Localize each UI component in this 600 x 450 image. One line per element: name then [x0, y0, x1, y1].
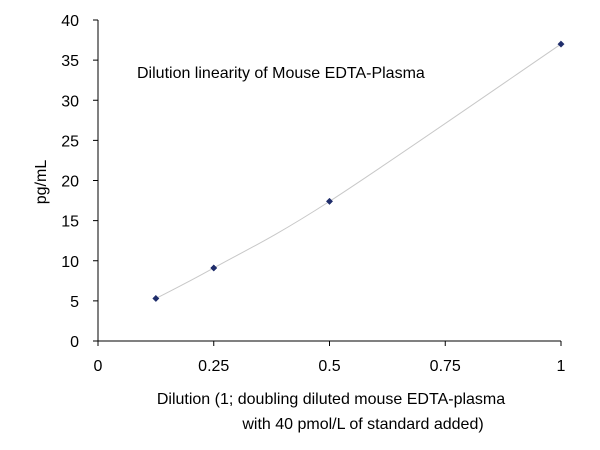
y-tick-label: 25 [61, 133, 79, 150]
x-tick-label: 0.75 [430, 358, 461, 375]
x-axis-title-line2: with 40 pmol/L of standard added) [241, 416, 483, 433]
y-tick-label: 30 [61, 93, 79, 110]
y-tick-label: 35 [61, 53, 79, 70]
x-tick-label: 0 [94, 358, 103, 375]
ticks-layer: 0 5 10 15 20 25 30 35 40 0 0.25 0.5 0.75 1 [61, 13, 565, 375]
data-point [152, 294, 160, 303]
data-point [557, 40, 565, 48]
series-layer [152, 40, 565, 303]
data-point [210, 264, 218, 272]
x-axis-title-line1: Dilution (1; doubling diluted mouse EDTA… [157, 391, 505, 408]
x-tick-label: 1 [557, 358, 566, 375]
y-axis-title: pg/mL [33, 160, 50, 205]
chart-title: Dilution linearity of Mouse EDTA-Plasma [137, 65, 425, 82]
data-point [325, 197, 334, 205]
y-tick-label: 10 [61, 254, 79, 271]
y-tick-label: 15 [61, 214, 79, 231]
y-tick-label: 0 [70, 334, 79, 351]
x-tick-label: 0.5 [318, 358, 340, 375]
x-tick-label: 0.25 [198, 358, 229, 375]
series-line [155, 43, 562, 299]
y-tick-label: 5 [70, 294, 79, 311]
y-tick-label: 20 [61, 174, 79, 191]
y-tick-label: 40 [61, 13, 79, 30]
